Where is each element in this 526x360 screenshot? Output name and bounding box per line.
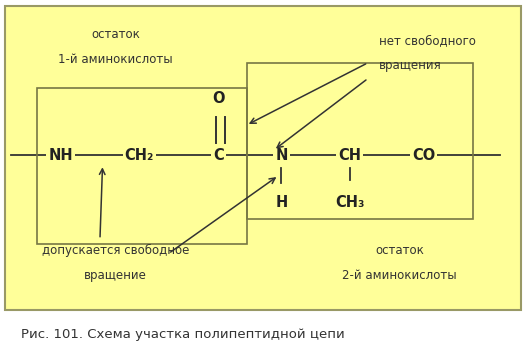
Text: допускается свободное: допускается свободное [42,244,189,257]
Text: вращения: вращения [379,59,441,72]
Text: CH: CH [338,148,361,162]
Text: CO: CO [412,148,435,162]
Text: нет свободного: нет свободного [379,34,476,47]
Text: CH₂: CH₂ [125,148,154,162]
Bar [37,88,247,244]
Text: вращение: вращение [84,269,147,282]
Bar [247,63,473,219]
Text: 1-й аминокислоты: 1-й аминокислоты [58,53,173,66]
Text: C: C [213,148,224,162]
Text: остаток: остаток [92,28,140,41]
Text: H: H [275,194,288,210]
Text: N: N [275,148,288,162]
Text: остаток: остаток [376,244,424,257]
Text: 2-й аминокислоты: 2-й аминокислоты [342,269,457,282]
Text: NH: NH [48,148,73,162]
Text: Рис. 101. Схема участка полипептидной цепи: Рис. 101. Схема участка полипептидной це… [21,328,345,341]
Text: O: O [212,91,225,106]
Text: CH₃: CH₃ [335,194,365,210]
